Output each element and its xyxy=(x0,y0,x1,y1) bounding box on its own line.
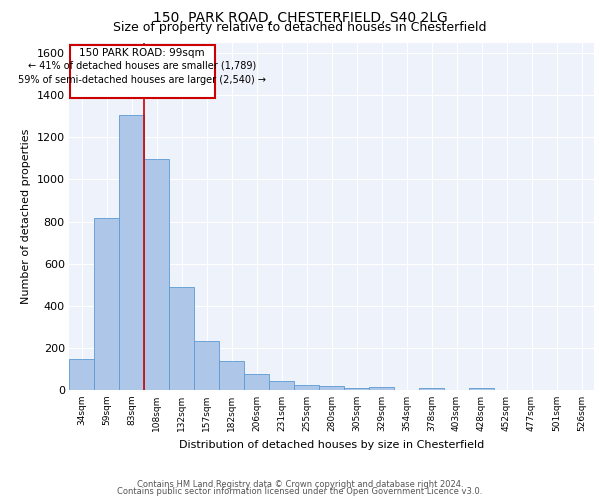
Bar xyxy=(269,380,294,390)
Text: 59% of semi-detached houses are larger (2,540) →: 59% of semi-detached houses are larger (… xyxy=(18,75,266,85)
Text: ← 41% of detached houses are smaller (1,789): ← 41% of detached houses are smaller (1,… xyxy=(28,60,256,70)
FancyBboxPatch shape xyxy=(70,44,215,98)
Bar xyxy=(169,287,194,390)
Bar xyxy=(369,387,394,390)
Bar xyxy=(194,340,219,390)
Text: 150 PARK ROAD: 99sqm: 150 PARK ROAD: 99sqm xyxy=(79,48,205,58)
Y-axis label: Number of detached properties: Number of detached properties xyxy=(21,128,31,304)
Bar xyxy=(419,388,444,390)
Text: Contains public sector information licensed under the Open Government Licence v3: Contains public sector information licen… xyxy=(118,487,482,496)
Bar xyxy=(119,115,144,390)
Bar xyxy=(94,218,119,390)
Bar xyxy=(319,386,344,390)
Text: Contains HM Land Registry data © Crown copyright and database right 2024.: Contains HM Land Registry data © Crown c… xyxy=(137,480,463,489)
Text: 150, PARK ROAD, CHESTERFIELD, S40 2LG: 150, PARK ROAD, CHESTERFIELD, S40 2LG xyxy=(152,11,448,25)
Bar xyxy=(244,374,269,390)
Text: Size of property relative to detached houses in Chesterfield: Size of property relative to detached ho… xyxy=(113,21,487,34)
X-axis label: Distribution of detached houses by size in Chesterfield: Distribution of detached houses by size … xyxy=(179,440,484,450)
Bar xyxy=(294,384,319,390)
Bar xyxy=(469,388,494,390)
Bar xyxy=(69,360,94,390)
Bar xyxy=(144,160,169,390)
Bar xyxy=(219,360,244,390)
Bar xyxy=(344,388,369,390)
